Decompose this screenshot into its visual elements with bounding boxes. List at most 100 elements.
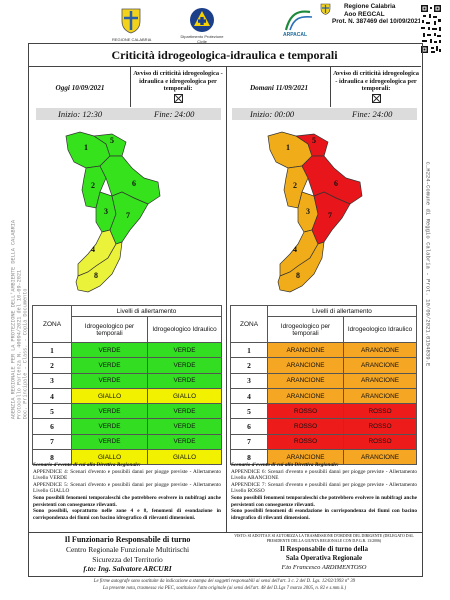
level-idraulico-cell: GIALLO [147,387,222,405]
notes-p2: APPENDICE 7: Scenari d'evento e possibil… [231,481,417,495]
qr-code [420,4,442,54]
notes-p4: Sono possibili fenomeni di esondazione i… [231,508,417,521]
level-temporali-cell: VERDE [71,433,148,451]
arpacal-caption: ARPACAL [283,32,308,38]
zone-8-label: 8 [296,271,300,280]
level-temporali-cell: ARANCIONE [267,387,344,405]
notes-heading: Scenario d'evento di cui alla Direttiva … [33,462,141,468]
table-row: 8 ARANCIONE ARANCIONE [230,449,417,466]
table-row: 3 ARANCIONE ARANCIONE [230,372,417,389]
table-row: 4 GIALLO GIALLO [32,387,222,405]
level-idraulico-cell: VERDE [147,403,222,420]
vertical-protocol-left: AGENZIA REGIONALE PER LA PROTEZIONE DELL… [11,189,30,419]
level-temporali-cell: ROSSO [267,403,344,420]
notes-tomorrow: Scenario d'evento di cui alla Direttiva … [231,462,417,521]
protezione-civile-logo [188,6,216,39]
zona-cell: 1 [230,341,268,359]
zone-4-label: 4 [91,245,95,254]
zone-6-label: 6 [334,179,338,188]
level-idraulico-cell: ARANCIONE [343,449,417,466]
notes-today: Scenario d'evento di cui alla Direttiva … [33,462,221,521]
col1-header: Idrogeologico per temporali [267,316,344,343]
level-temporali-cell: ARANCIONE [267,372,344,389]
zone-2-label: 2 [91,181,95,190]
level-idraulico-cell: ROSSO [343,433,417,451]
level-idraulico-cell: VERDE [147,433,222,451]
col2-header: Idrogeologico Idraulico [343,316,417,343]
level-idraulico-cell: VERDE [147,341,222,359]
level-idraulico-cell: GIALLO [147,449,222,466]
stamp-line-2: Aoo REGCAL [344,10,385,18]
signature-right: VISTO: SI ADOTTA E SI AUTORIZZA LA TRASM… [230,534,418,572]
zona-cell: 2 [230,357,268,374]
zona-cell: 3 [230,372,268,389]
zone-map-today: 1 2 3 4 5 6 7 8 [65,131,161,293]
table-row: 1 VERDE VERDE [32,341,222,359]
zone-map-tomorrow: 1 2 3 4 5 6 7 8 [267,131,363,293]
table-row: 5 VERDE VERDE [32,403,222,420]
zone-3-label: 3 [104,207,108,216]
level-idraulico-cell: ARANCIONE [343,372,417,389]
zone-6-label: 6 [132,179,136,188]
day-label-today: Oggi 10/09/2021 [55,84,105,92]
group-header: Livelli di allertamento [71,305,222,317]
level-temporali-cell: ROSSO [267,418,344,435]
sig-right-name: F.to Francesco ARDIMENTOSO [281,563,367,571]
table-row: 6 ROSSO ROSSO [230,418,417,435]
level-temporali-cell: VERDE [71,403,148,420]
table-row: 6 VERDE VERDE [32,418,222,435]
bulletin-frame [28,43,423,577]
zone-8-area [75,241,123,293]
arpacal-logo [280,8,316,39]
notes-p2: APPENDICE 5: Scenari d'evento e possibil… [33,481,221,495]
day-label-tomorrow: Domani 11/09/2021 [249,84,309,92]
notes-p4: Sono possibili, soprattutto nelle zone 4… [33,508,221,521]
avviso-tomorrow-checkbox [371,93,381,103]
col1-header: Idrogeologico per temporali [71,316,148,343]
zona-cell: 8 [230,449,268,466]
zona-cell: 4 [230,387,268,405]
level-temporali-cell: VERDE [71,357,148,374]
avviso-tomorrow-text: Avviso di criticità idrogeologica - idra… [333,70,419,92]
stamp-line-3: Prot. N. 387469 del 10/09/2021 [332,18,422,26]
zone-4-label: 4 [293,245,297,254]
zona-cell: 6 [230,418,268,435]
zona-cell: 8 [32,449,72,466]
notes-heading: Scenario d'evento di cui alla Direttiva … [231,462,339,468]
zone-5-label: 5 [110,136,114,145]
sig-left-name: f.to: Ing. Salvatore ARCURI [83,564,172,573]
table-row: 5 ROSSO ROSSO [230,403,417,420]
level-idraulico-cell: ROSSO [343,418,417,435]
sig-right-role: Il Responsabile di turno della [280,544,368,553]
regione-calabria-caption: REGIONE CALABRIA [112,37,152,42]
level-idraulico-cell: ROSSO [343,403,417,420]
signature-left: Il Funzionario Responsabile di turno Cen… [30,535,225,574]
zone-3-label: 3 [306,207,310,216]
vertical-protocol-right: c_H224-Comune di Reggio Calabria - Prot.… [424,161,432,367]
level-temporali-cell: VERDE [71,372,148,389]
zona-cell: 7 [32,433,72,451]
level-idraulico-cell: ARANCIONE [343,357,417,374]
center-divider [226,66,227,532]
level-temporali-cell: VERDE [71,341,148,359]
footer-line-1: Le firme autografe sono sostituite da in… [93,579,356,584]
regione-calabria-crest [120,6,142,39]
sig-left-unit: Sicurezza del Territorio [92,554,163,564]
zona-header: ZONA [230,305,268,343]
time-bar-today: Inizio: 12:30 Fine: 24:00 [36,108,221,120]
table-row: 7 VERDE VERDE [32,433,222,451]
level-temporali-cell: ARANCIONE [267,449,344,466]
table-row: 2 ARANCIONE ARANCIONE [230,357,417,374]
zona-cell: 2 [32,357,72,374]
alert-table-tomorrow: ZONA Livelli di allertamento Idrogeologi… [230,305,417,466]
avviso-tomorrow: Avviso di criticità idrogeologica - idra… [332,70,420,105]
zone-5-label: 5 [312,136,316,145]
level-idraulico-cell: VERDE [147,357,222,374]
zone-8-label: 8 [94,271,98,280]
table-row: 4 ARANCIONE ARANCIONE [230,387,417,405]
zona-cell: 5 [32,403,72,420]
level-idraulico-cell: VERDE [147,372,222,389]
level-idraulico-cell: ARANCIONE [343,341,417,359]
avviso-today-text: Avviso di criticità idrogeologica - idra… [133,70,223,92]
fine-tomorrow: Fine: 24:00 [352,109,393,119]
